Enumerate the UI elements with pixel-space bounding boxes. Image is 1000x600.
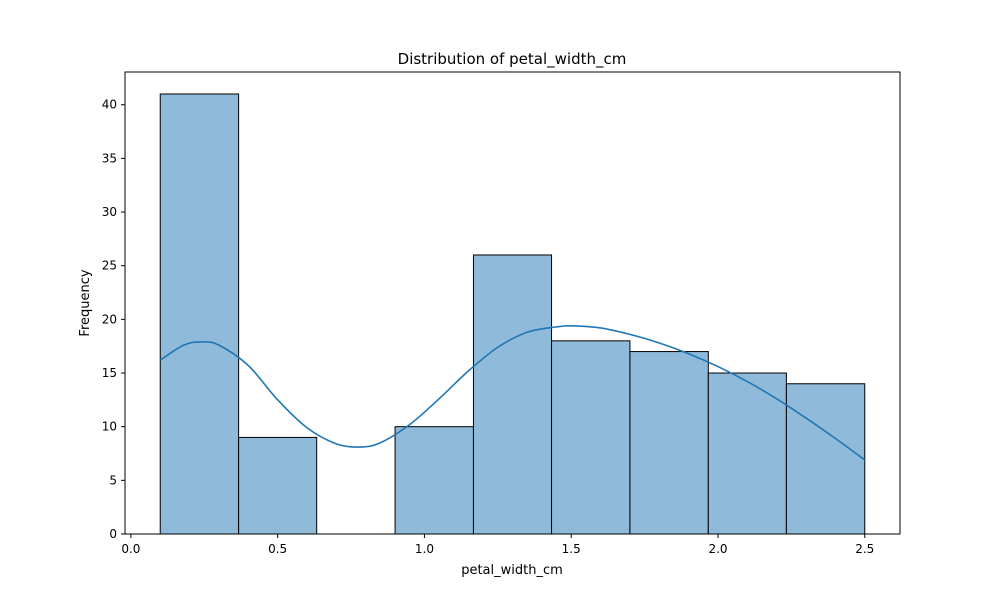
x-tick-label: 0.0 bbox=[121, 542, 140, 556]
chart-title: Distribution of petal_width_cm bbox=[398, 50, 627, 69]
histogram-bar-1 bbox=[238, 436, 318, 535]
y-tick-label: 0 bbox=[109, 527, 117, 541]
histogram-bar-6 bbox=[629, 351, 709, 535]
x-tick-label: 1.0 bbox=[415, 542, 434, 556]
x-axis-ticks: 0.0 0.5 1.0 1.5 2.0 2.5 bbox=[121, 534, 874, 556]
y-tick-label: 5 bbox=[109, 473, 117, 487]
histogram-bar-7 bbox=[707, 372, 787, 535]
x-axis-label: petal_width_cm bbox=[461, 563, 563, 578]
bars-layer bbox=[159, 93, 866, 535]
histogram-bar-0 bbox=[159, 93, 240, 535]
x-tick-label: 1.5 bbox=[562, 542, 581, 556]
y-tick-label: 30 bbox=[102, 205, 117, 219]
y-tick-label: 35 bbox=[102, 151, 117, 165]
histogram-bar-4 bbox=[472, 254, 553, 535]
histogram-bar-8 bbox=[785, 383, 866, 535]
x-tick-label: 0.5 bbox=[268, 542, 287, 556]
y-tick-label: 40 bbox=[102, 98, 117, 112]
y-tick-label: 20 bbox=[102, 312, 117, 326]
kde-layer bbox=[159, 324, 866, 461]
x-tick-label: 2.0 bbox=[708, 542, 727, 556]
histogram-bar-5 bbox=[551, 340, 631, 535]
y-tick-label: 15 bbox=[102, 366, 117, 380]
kde-line bbox=[159, 324, 866, 461]
y-tick-label: 10 bbox=[102, 420, 117, 434]
x-tick-label: 2.5 bbox=[855, 542, 874, 556]
plot-frame bbox=[124, 71, 901, 535]
y-axis-label: Frequency bbox=[78, 269, 93, 336]
histogram-bar-3 bbox=[394, 426, 474, 535]
y-tick-label: 25 bbox=[102, 259, 117, 273]
y-axis-ticks: 0 5 10 15 20 25 30 35 40 bbox=[102, 98, 125, 541]
